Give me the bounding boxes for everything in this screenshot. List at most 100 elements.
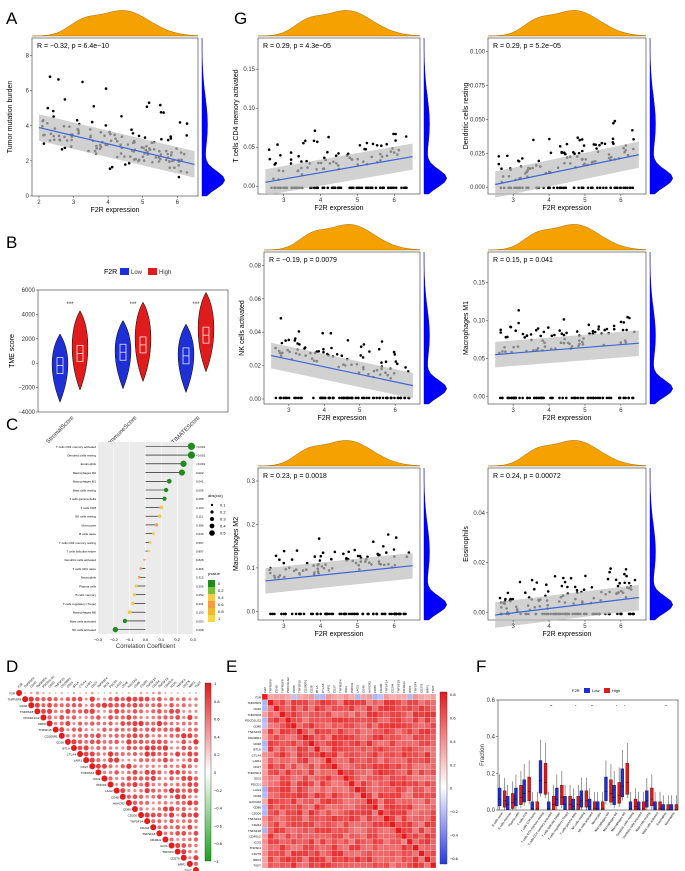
heatmap-cell	[290, 798, 297, 805]
heatmap-cell	[430, 740, 437, 747]
heatmap-cell	[406, 728, 413, 735]
data-point	[162, 111, 165, 114]
colorbar-label: −0.2	[214, 788, 223, 793]
colorbar-label: 0.6	[450, 715, 456, 720]
significance-mark: *	[575, 704, 577, 708]
lollipop-dot	[151, 532, 155, 536]
significance-mark: **	[550, 704, 553, 708]
heatmap-cell	[377, 699, 384, 706]
heatmap-cell	[319, 862, 326, 869]
data-point	[383, 612, 387, 616]
data-point	[576, 396, 580, 400]
heatmap-cell	[314, 722, 321, 729]
heatmap-cell	[261, 722, 268, 729]
heatmap-cell	[302, 804, 309, 811]
data-point	[322, 350, 325, 354]
cell-type-label: B cells naive	[79, 532, 96, 536]
corr-circle	[96, 739, 101, 745]
heatmap-cell	[285, 757, 292, 764]
heatmap-cell	[366, 728, 373, 735]
heatmap-cell	[406, 856, 413, 863]
data-point	[375, 144, 379, 147]
regression-line	[495, 154, 639, 186]
heatmap-cell	[424, 711, 431, 718]
heatmap-cell	[267, 775, 274, 782]
gene-col-label: CD244	[391, 683, 395, 693]
corr-circle	[182, 709, 186, 713]
heatmap-cell	[331, 751, 338, 758]
heatmap-cell	[395, 728, 402, 735]
heatmap-cell	[377, 804, 384, 811]
data-point	[160, 137, 163, 141]
data-point	[392, 132, 395, 136]
data-point	[547, 186, 550, 190]
gene-col-label: CD200R1	[304, 679, 308, 693]
heatmap-cell	[406, 746, 413, 753]
size-legend-dot	[210, 503, 214, 507]
data-point	[396, 362, 399, 366]
heatmap-cell	[337, 780, 344, 787]
data-point	[625, 574, 628, 578]
violin-high	[197, 291, 215, 373]
corr-circle	[58, 732, 65, 739]
heatmap-cell	[424, 821, 431, 828]
corr-circle	[102, 709, 106, 713]
corr-circle	[193, 733, 198, 738]
data-point	[556, 186, 559, 190]
heatmap-cell	[360, 699, 367, 706]
corr-circle	[65, 703, 70, 708]
heatmap-cell	[290, 856, 297, 863]
data-point	[613, 186, 616, 190]
data-point	[380, 144, 383, 147]
corr-circle	[30, 691, 33, 695]
heatmap-cell	[360, 844, 367, 851]
heatmap-cell	[290, 850, 297, 857]
heatmap-cell	[273, 775, 280, 782]
data-point	[399, 612, 402, 616]
gene-col-label: CD48	[121, 680, 129, 688]
corr-circle	[84, 721, 88, 726]
correlation-stat: R = −0.32, p = 6.4e−10	[37, 43, 109, 50]
colorbar-label: −0.4	[214, 806, 223, 811]
data-point	[598, 143, 601, 147]
corr-circle	[96, 697, 100, 701]
heatmap-cell	[285, 693, 292, 700]
heatmap-cell	[430, 734, 437, 741]
heatmap-cell	[267, 751, 274, 758]
heatmap-cell	[377, 815, 384, 822]
heatmap-cell	[424, 804, 431, 811]
data-point	[305, 159, 308, 163]
data-point	[276, 143, 279, 146]
corr-circle	[40, 714, 47, 721]
p-value-label: 0.630	[196, 532, 204, 536]
heatmap-cell	[290, 827, 297, 834]
data-point	[497, 162, 501, 166]
heatmap-cell	[337, 769, 344, 776]
heatmap-cell	[308, 717, 315, 724]
pvalue-legend-swatch	[208, 615, 215, 622]
heatmap-cell	[360, 769, 367, 776]
heatmap-cell	[418, 815, 425, 822]
corr-circle	[71, 727, 77, 732]
data-point	[499, 396, 502, 400]
corr-circle	[175, 800, 180, 805]
corr-circle	[83, 708, 89, 714]
corr-circle	[163, 795, 168, 799]
corr-circle	[168, 787, 175, 794]
data-point	[290, 612, 294, 616]
heatmap-cell	[279, 786, 286, 793]
heatmap-cell	[308, 862, 315, 869]
heatmap-cell	[261, 798, 268, 805]
heatmap-cell	[337, 833, 344, 840]
corr-circle	[65, 708, 71, 714]
corr-circle	[151, 691, 155, 695]
legend-low-swatch	[584, 688, 590, 693]
data-point	[313, 555, 317, 558]
heatmap-cell	[314, 862, 321, 869]
heatmap-cell	[354, 798, 361, 805]
gene-col-label: ICOS	[408, 686, 412, 693]
heatmap-cell	[273, 827, 280, 834]
corr-circle	[175, 843, 181, 849]
heatmap-cell	[261, 763, 268, 770]
heatmap-cell	[296, 804, 303, 811]
